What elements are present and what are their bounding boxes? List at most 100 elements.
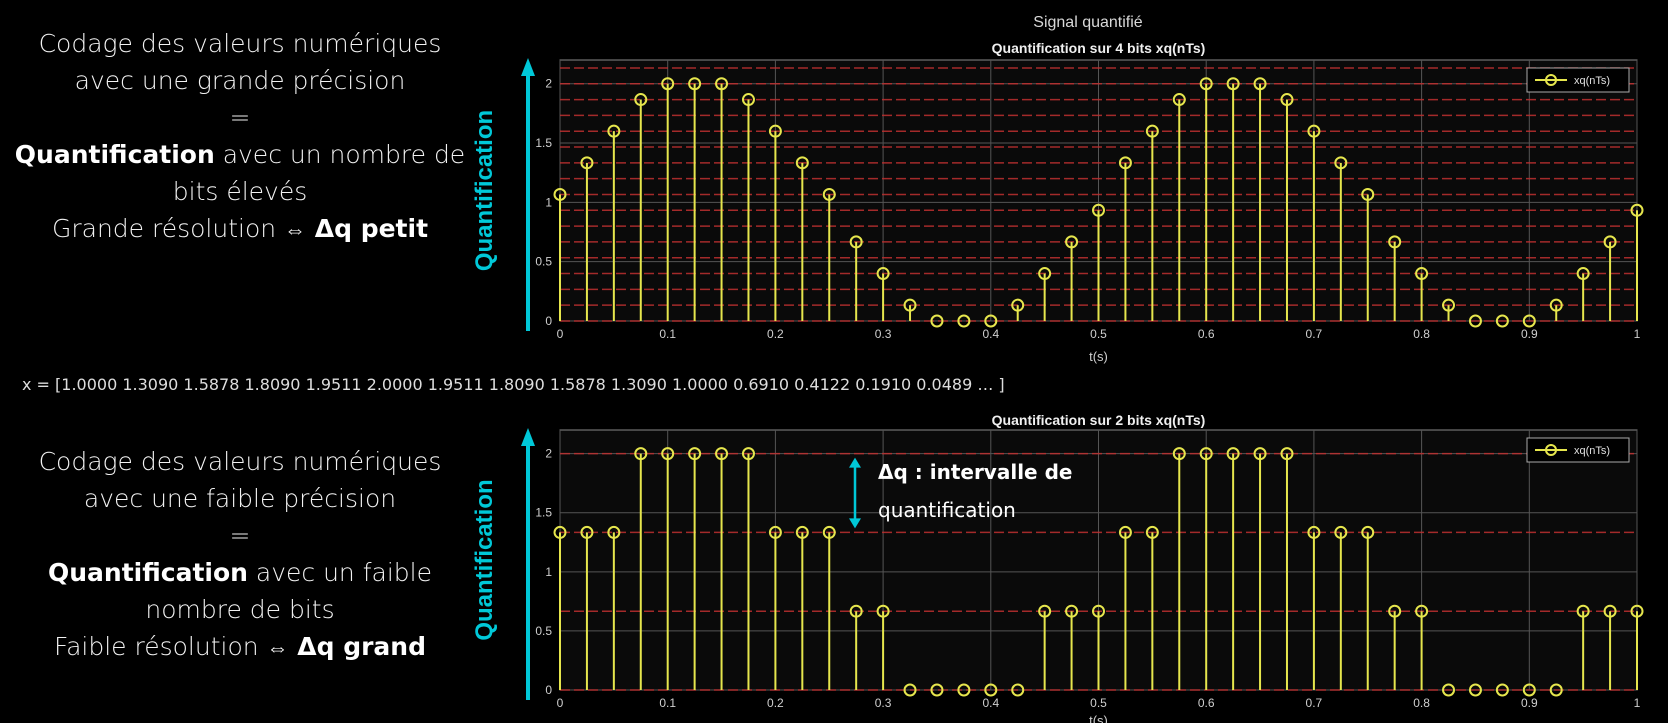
x-tick-label: 0 (557, 327, 564, 341)
stem-marker (768, 124, 782, 138)
top-desc-line5-text: Grande résolution (51, 214, 285, 243)
stem-marker (1199, 447, 1213, 461)
stem-marker (1011, 298, 1025, 312)
stem-marker (1522, 314, 1536, 328)
stem-marker (1145, 124, 1159, 138)
x-tick-label: 0.3 (875, 696, 892, 710)
y-tick-label: 2 (545, 447, 552, 461)
bottom-desc-line5: Faible résolution ⇔ Δq grand (10, 628, 470, 667)
stem-marker (1253, 447, 1267, 461)
stem-marker (984, 683, 998, 697)
delta-q-annotation-line2: quantification (878, 498, 1016, 522)
stem-marker (553, 525, 567, 539)
stem-marker (795, 525, 809, 539)
stem-marker (876, 604, 890, 618)
bottom-desc-line5-text: Faible résolution (53, 632, 267, 661)
stem-marker (1334, 156, 1348, 170)
bottom-desc-line3: Quantification avec un faible (10, 554, 470, 591)
legend-label: xq(nTs) (1574, 445, 1610, 457)
top-desc-line5-bold: Δq petit (306, 214, 429, 243)
stem-marker (1280, 93, 1294, 107)
stem-marker (607, 124, 621, 138)
equivalence-arrow-icon: ⇔ (266, 636, 289, 661)
top-desc-line4: bits élevés (172, 177, 308, 206)
stem-marker (1415, 604, 1429, 618)
chart-title: Quantification sur 2 bits xq(nTs) (992, 412, 1206, 428)
stem-marker (580, 525, 594, 539)
stem-marker (1334, 525, 1348, 539)
x-tick-label: 0.1 (659, 696, 676, 710)
stem-marker (1092, 604, 1105, 618)
bottom-desc-line1: Codage des valeurs numériques (38, 447, 442, 476)
stem-marker (580, 156, 594, 170)
delta-q-annotation-line1: Δq : intervalle de (878, 460, 1073, 484)
top-desc-line5: Grande résolution ⇔ Δq petit (10, 210, 470, 249)
x-tick-label: 0.1 (659, 327, 676, 341)
stem-marker (1630, 203, 1644, 217)
stem-marker (688, 77, 702, 91)
chart-2-bits: 0 0.1 0.2 0.3 0.4 0.5 0.6 0.7 0.8 0.9 1 0 0.5 1 1.5 2 Qu… (471, 412, 1644, 723)
stem-marker (634, 93, 648, 107)
bottom-desc-line2: avec une faible précision (83, 484, 397, 513)
stem-marker (1388, 604, 1402, 618)
stem-marker (715, 77, 729, 91)
top-desc-line3-rest: avec un nombre de (214, 140, 466, 169)
stem-marker (1442, 298, 1456, 312)
stem-marker (1145, 525, 1159, 539)
x-tick-label: 0.8 (1413, 696, 1430, 710)
bottom-desc-equals: = (229, 521, 251, 550)
stem-marker (1253, 77, 1267, 91)
chart-4-bits: 0 0.1 0.2 0.3 0.4 0.5 0.6 0.7 0.8 0.9 1 0 0.5 1 1.5 2 Qu… (471, 40, 1644, 364)
x-tick-label: 0.5 (1090, 696, 1107, 710)
top-desc-line1: Codage des valeurs numériques (38, 29, 442, 58)
equivalence-arrow-icon: ⇔ (284, 218, 307, 243)
bottom-desc-line5-bold: Δq grand (288, 632, 426, 661)
stem-marker (1468, 314, 1482, 328)
y-tick-label: 1 (545, 195, 552, 209)
stem-marker (1388, 235, 1402, 249)
stem-marker (1576, 267, 1590, 281)
x-tick-label: 0 (557, 696, 564, 710)
y-axis-label: Quantification (471, 110, 498, 271)
x-axis-label: t(s) (1089, 349, 1108, 364)
stem-marker (1172, 447, 1186, 461)
stem-marker (957, 314, 971, 328)
stem-marker (1495, 683, 1509, 697)
stem-marker (1576, 604, 1590, 618)
x-tick-label: 0.9 (1521, 327, 1538, 341)
stem-marker (930, 314, 944, 328)
stem-marker (903, 298, 917, 312)
x-tick-label: 0.6 (1198, 327, 1215, 341)
stem-marker (1603, 235, 1617, 249)
bottom-desc-bold: Quantification (48, 558, 248, 587)
stem-marker (1361, 525, 1375, 539)
stem-marker (661, 77, 675, 91)
arrow-down-icon (849, 518, 861, 529)
stem-marker (1549, 298, 1563, 312)
y-tick-label: 2 (545, 77, 552, 91)
stem-marker (1495, 314, 1509, 328)
stem-marker (849, 235, 863, 249)
stem-marker (1361, 187, 1375, 201)
y-tick-label: 0.5 (535, 624, 552, 638)
x-tick-label: 0.9 (1521, 696, 1538, 710)
stem-marker (957, 683, 971, 697)
arrow-up-icon (849, 457, 861, 468)
stem-marker (1092, 203, 1105, 217)
y-axis-label: Quantification (471, 479, 498, 640)
top-desc-line2: avec une grande précision (74, 66, 406, 95)
stem-marker (1118, 156, 1132, 170)
x-tick-label: 0.5 (1090, 327, 1107, 341)
bottom-description: Codage des valeurs numériques avec une f… (10, 443, 470, 667)
y-tick-label: 0 (545, 314, 552, 328)
stem-marker (1065, 604, 1079, 618)
stem-marker (1630, 604, 1644, 618)
top-desc-equals: = (229, 103, 251, 132)
x-tick-label: 0.2 (767, 327, 784, 341)
x-tick-label: 0.2 (767, 696, 784, 710)
arrow-up-icon (521, 58, 535, 76)
stem-marker (1415, 267, 1429, 281)
stem-marker (1199, 77, 1213, 91)
stem-marker (1226, 447, 1240, 461)
